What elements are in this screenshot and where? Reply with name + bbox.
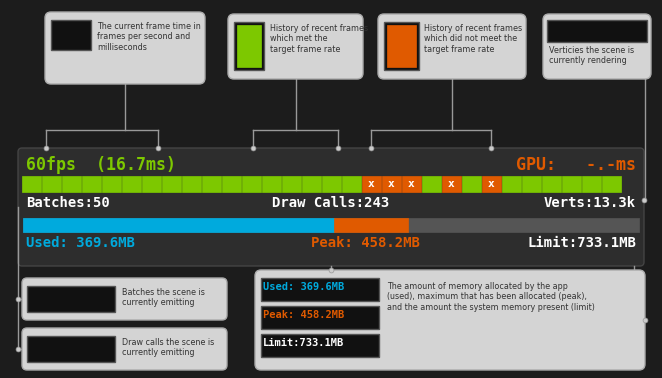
Bar	[182, 176, 201, 192]
Bar	[27, 336, 115, 362]
Bar	[162, 176, 181, 192]
FancyBboxPatch shape	[45, 12, 205, 84]
Text: Peak: 458.2MB: Peak: 458.2MB	[263, 310, 344, 320]
Bar	[23, 218, 334, 232]
Text: Used: 369.6MB: Used: 369.6MB	[263, 282, 344, 292]
Text: Batches the scene is
currently emitting: Batches the scene is currently emitting	[122, 288, 205, 307]
FancyBboxPatch shape	[228, 14, 363, 79]
Text: The current frame time in
frames per second and
milliseconds: The current frame time in frames per sec…	[97, 22, 201, 52]
Bar	[547, 20, 647, 42]
Bar	[542, 176, 561, 192]
Text: The amount of memory allocated by the app
(used), maximum that has been allocate: The amount of memory allocated by the ap…	[387, 282, 595, 312]
FancyBboxPatch shape	[22, 328, 227, 370]
Bar	[443, 177, 460, 191]
Text: x: x	[488, 179, 495, 189]
Bar	[362, 176, 381, 192]
Bar	[262, 176, 281, 192]
Text: Verts:13.3k: Verts:13.3k	[544, 196, 636, 210]
Text: Limit:733.1MB: Limit:733.1MB	[527, 236, 636, 250]
Bar	[442, 176, 461, 192]
Text: 60fps  (16.7ms): 60fps (16.7ms)	[26, 156, 176, 174]
Text: x: x	[448, 179, 455, 189]
Bar	[602, 176, 621, 192]
FancyBboxPatch shape	[22, 278, 227, 320]
Bar	[22, 176, 41, 192]
Text: x: x	[368, 179, 375, 189]
Bar	[462, 176, 481, 192]
Bar	[82, 176, 101, 192]
Bar	[387, 25, 416, 67]
Text: Batches:50: Batches:50	[26, 196, 110, 210]
Bar	[27, 286, 115, 312]
Bar	[334, 218, 408, 232]
FancyBboxPatch shape	[18, 148, 644, 266]
Bar	[234, 22, 264, 70]
Text: Draw Calls:243: Draw Calls:243	[272, 196, 390, 210]
Bar	[42, 176, 61, 192]
Bar	[23, 218, 639, 232]
Bar	[403, 177, 420, 191]
Bar	[483, 177, 500, 191]
Bar	[363, 177, 380, 191]
Bar	[582, 176, 601, 192]
Bar	[222, 176, 241, 192]
Bar	[242, 176, 261, 192]
Text: 60fps: 60fps	[56, 30, 85, 40]
FancyBboxPatch shape	[378, 14, 526, 79]
Text: Draw Calls:243: Draw Calls:243	[30, 344, 112, 354]
Bar	[302, 176, 321, 192]
Bar	[261, 306, 379, 329]
Bar	[522, 176, 541, 192]
Text: x: x	[397, 39, 406, 54]
Bar	[402, 176, 421, 192]
FancyBboxPatch shape	[543, 14, 651, 79]
Bar	[142, 176, 161, 192]
Text: Peak: 458.2MB: Peak: 458.2MB	[311, 236, 420, 250]
Bar	[51, 20, 91, 50]
Bar	[482, 176, 501, 192]
Text: Draw calls the scene is
currently emitting: Draw calls the scene is currently emitti…	[122, 338, 214, 358]
Bar	[261, 278, 379, 301]
Text: x: x	[408, 179, 415, 189]
Text: History of recent frames
which did not meet the
target frame rate: History of recent frames which did not m…	[424, 24, 522, 54]
Text: Batches:50: Batches:50	[42, 294, 101, 304]
Bar	[322, 176, 341, 192]
Text: Verticies the scene is
currently rendering: Verticies the scene is currently renderi…	[549, 46, 634, 65]
Bar	[282, 176, 301, 192]
Bar	[122, 176, 141, 192]
Text: Limit:733.1MB: Limit:733.1MB	[263, 338, 344, 348]
Text: x: x	[388, 179, 395, 189]
Bar	[502, 176, 521, 192]
Bar	[562, 176, 581, 192]
Text: GPU:   -.-ms: GPU: -.-ms	[516, 156, 636, 174]
Text: Used: 369.6MB: Used: 369.6MB	[26, 236, 135, 250]
Bar	[382, 176, 401, 192]
Bar	[383, 177, 400, 191]
Bar	[261, 334, 379, 357]
Bar	[384, 22, 419, 70]
Bar	[102, 176, 121, 192]
Bar	[237, 25, 261, 67]
Text: Verts: 13.3k: Verts: 13.3k	[562, 26, 632, 36]
Bar	[422, 176, 441, 192]
Text: History of recent frames
which met the
target frame rate: History of recent frames which met the t…	[270, 24, 368, 54]
Bar	[202, 176, 221, 192]
Bar	[342, 176, 361, 192]
Bar	[62, 176, 81, 192]
FancyBboxPatch shape	[255, 270, 645, 370]
